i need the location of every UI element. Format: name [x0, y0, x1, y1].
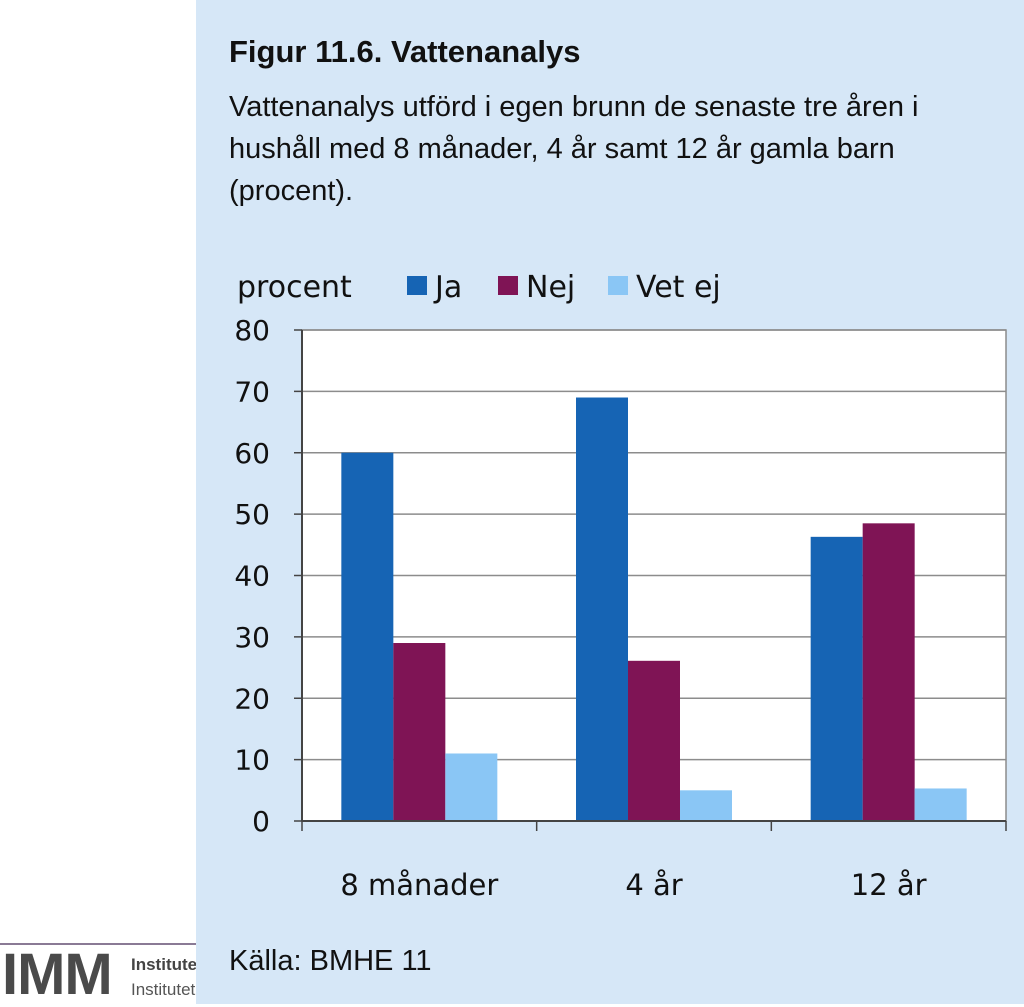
bar	[914, 788, 967, 821]
figure-panel: Figur 11.6. Vattenanalys Vattenanalys ut…	[196, 0, 1024, 1004]
bar	[341, 452, 394, 821]
y-tick-label: 80	[234, 314, 270, 347]
legend-label: Ja	[433, 270, 462, 305]
logo-line	[0, 943, 200, 945]
legend-swatch	[498, 276, 518, 295]
y-tick-label: 70	[234, 375, 270, 408]
bar	[810, 536, 863, 821]
bar	[862, 523, 915, 821]
figure-subtitle: Vattenanalys utförd i egen brunn de sena…	[229, 91, 919, 207]
legend-swatch	[407, 276, 427, 295]
y-tick-label: 30	[234, 621, 270, 654]
bar-chart: procent Ja Nej Vet ej 0 10 20 30 40 50 60 70 80 8 må…	[234, 270, 1007, 902]
y-tick-label: 50	[234, 498, 270, 531]
bar	[680, 790, 732, 821]
y-axis-label: procent	[237, 270, 352, 305]
chart-legend: procent Ja Nej Vet ej	[237, 270, 721, 305]
legend-swatch	[608, 276, 628, 295]
bar	[393, 643, 446, 821]
x-tick-label: 4 år	[625, 868, 682, 902]
y-tick-label: 0	[252, 805, 270, 838]
bar	[445, 753, 498, 821]
logo-institute-name: Institutet	[131, 955, 203, 974]
chart-bars	[341, 397, 967, 821]
bar	[628, 660, 680, 821]
figure-title: Figur 11.6. Vattenanalys	[229, 34, 581, 69]
bar	[576, 397, 628, 821]
x-tick-label: 12 år	[851, 868, 927, 902]
chart-axes: 0 10 20 30 40 50 60 70 80 8 månader 4 år 12 år	[234, 314, 1007, 902]
legend-label: Nej	[526, 270, 575, 305]
logo: IMM	[2, 942, 113, 1007]
y-tick-label: 10	[234, 744, 270, 777]
y-tick-label: 40	[234, 560, 270, 593]
y-tick-label: 20	[234, 682, 270, 715]
legend-label: Vet ej	[636, 270, 721, 305]
x-tick-label: 8 månader	[340, 868, 498, 902]
figure-source: Källa: BMHE 11	[229, 945, 432, 977]
y-tick-label: 60	[234, 437, 270, 470]
